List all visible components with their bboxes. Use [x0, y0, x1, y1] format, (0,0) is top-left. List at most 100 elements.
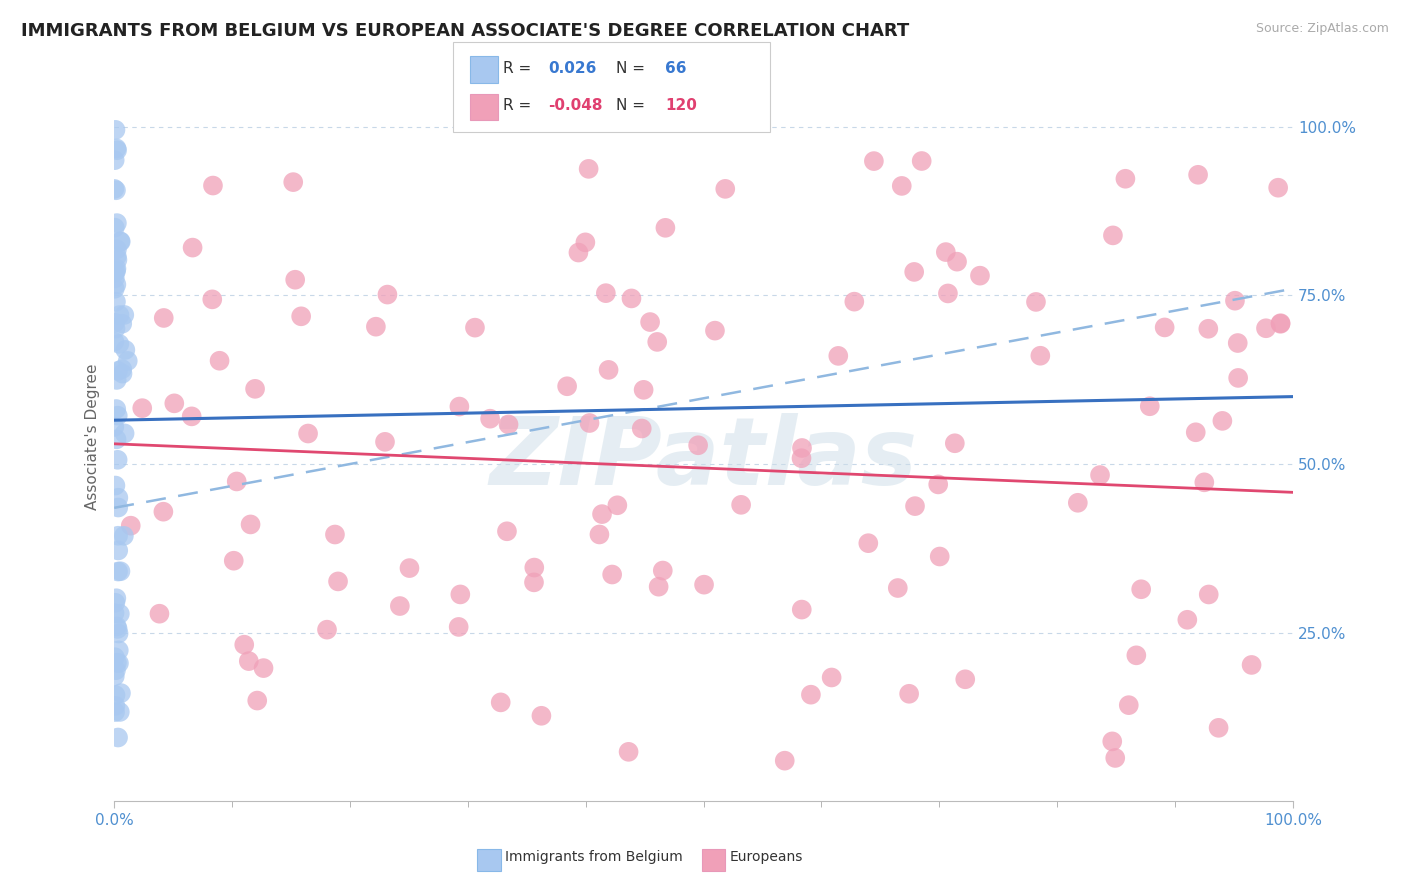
Point	[890, 178, 912, 193]
Point	[479, 411, 502, 425]
Point	[1211, 414, 1233, 428]
Point	[591, 507, 613, 521]
Point	[326, 574, 349, 589]
Point	[107, 409, 129, 423]
Text: R =: R =	[503, 61, 537, 76]
Point	[606, 498, 628, 512]
Point	[523, 575, 546, 590]
Point	[863, 154, 886, 169]
Text: N =: N =	[616, 61, 650, 76]
Point	[110, 235, 132, 249]
Point	[1025, 294, 1047, 309]
Point	[374, 434, 396, 449]
Point	[790, 451, 813, 466]
Point	[574, 235, 596, 250]
Point	[148, 607, 170, 621]
Point	[790, 602, 813, 616]
Point	[588, 527, 610, 541]
Point	[1187, 168, 1209, 182]
Point	[104, 669, 127, 683]
Point	[1270, 317, 1292, 331]
Point	[110, 564, 132, 578]
Point	[105, 264, 128, 278]
Point	[364, 319, 387, 334]
Point	[1118, 698, 1140, 713]
Point	[904, 499, 927, 513]
Point	[105, 433, 128, 447]
Point	[104, 663, 127, 677]
Point	[316, 623, 339, 637]
Point	[1184, 425, 1206, 440]
Point	[252, 661, 274, 675]
Point	[104, 271, 127, 285]
Point	[107, 622, 129, 636]
Point	[104, 282, 127, 296]
Point	[790, 441, 813, 455]
Point	[1088, 468, 1111, 483]
Point	[645, 334, 668, 349]
Point	[1223, 293, 1246, 308]
Point	[858, 536, 880, 550]
Point	[693, 577, 716, 591]
Point	[239, 517, 262, 532]
Point	[1254, 321, 1277, 335]
Point	[114, 343, 136, 357]
Point	[108, 607, 131, 621]
Point	[105, 141, 128, 155]
Point	[1240, 657, 1263, 672]
Y-axis label: Associate's Degree: Associate's Degree	[86, 364, 100, 510]
Point	[714, 182, 737, 196]
Point	[114, 426, 136, 441]
Point	[107, 364, 129, 378]
Point	[595, 286, 617, 301]
Point	[523, 560, 546, 574]
Point	[935, 245, 957, 260]
Point	[283, 175, 305, 189]
Point	[464, 320, 486, 334]
Point	[108, 337, 131, 351]
Point	[131, 401, 153, 416]
Point	[1197, 322, 1219, 336]
Point	[620, 292, 643, 306]
Point	[105, 216, 128, 230]
Point	[928, 549, 950, 564]
Point	[107, 252, 129, 267]
Point	[730, 498, 752, 512]
Point	[107, 500, 129, 515]
Point	[107, 491, 129, 505]
Point	[112, 308, 135, 322]
Point	[820, 671, 842, 685]
Point	[1153, 320, 1175, 334]
Point	[800, 688, 823, 702]
Point	[638, 315, 661, 329]
Text: -0.048: -0.048	[548, 98, 603, 113]
Point	[1067, 496, 1090, 510]
Point	[222, 554, 245, 568]
Point	[111, 362, 134, 376]
Point	[107, 529, 129, 543]
Point	[969, 268, 991, 283]
Point	[903, 265, 925, 279]
Text: IMMIGRANTS FROM BELGIUM VS EUROPEAN ASSOCIATE'S DEGREE CORRELATION CHART: IMMIGRANTS FROM BELGIUM VS EUROPEAN ASSO…	[21, 22, 910, 40]
Point	[120, 518, 142, 533]
Point	[323, 527, 346, 541]
Point	[578, 161, 600, 176]
Point	[246, 693, 269, 707]
Point	[598, 363, 620, 377]
Point	[1139, 399, 1161, 413]
Point	[911, 154, 934, 169]
Point	[1130, 582, 1153, 597]
Point	[104, 596, 127, 610]
Point	[104, 650, 127, 665]
Point	[844, 294, 866, 309]
Point	[103, 420, 125, 434]
Point	[104, 688, 127, 702]
Point	[927, 477, 949, 491]
Text: R =: R =	[503, 98, 537, 113]
Point	[498, 417, 520, 432]
Point	[943, 436, 966, 450]
Point	[1175, 613, 1198, 627]
Point	[105, 373, 128, 387]
Point	[225, 475, 247, 489]
Point	[1226, 336, 1249, 351]
